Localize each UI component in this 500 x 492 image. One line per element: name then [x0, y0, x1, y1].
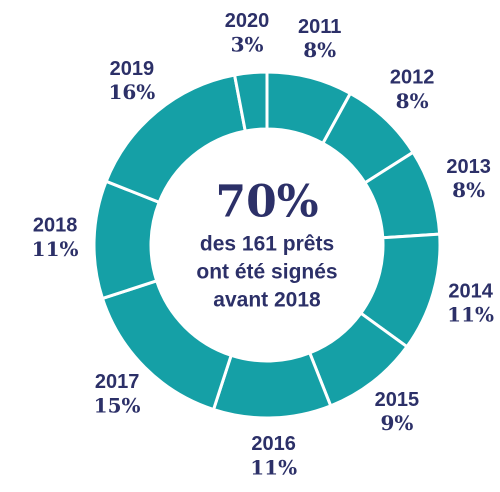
segment-year: 2011: [298, 16, 341, 38]
segment-year: 2019: [110, 58, 155, 80]
segment-year: 2016: [251, 433, 296, 455]
segment-year: 2013: [446, 156, 491, 178]
segment-percent: 8%: [396, 89, 429, 113]
donut-segment: [232, 70, 269, 133]
segment-year: 2017: [95, 371, 140, 393]
segment-year: 2020: [225, 10, 270, 32]
segment-percent: 8%: [303, 38, 336, 62]
center-text: ont été signés: [196, 261, 337, 284]
segment-percent: 11%: [250, 455, 297, 479]
donut-segment: [211, 350, 333, 420]
segment-percent: 8%: [452, 178, 485, 202]
center-text: avant 2018: [213, 289, 321, 312]
segment-percent: 11%: [32, 237, 79, 261]
segment-percent: 3%: [231, 32, 264, 56]
segment-percent: 15%: [94, 393, 141, 417]
center-title: 70%: [215, 177, 318, 228]
segment-year: 2018: [33, 215, 78, 237]
segment-percent: 9%: [380, 411, 413, 435]
segment-year: 2015: [375, 389, 420, 411]
segment-year: 2012: [390, 67, 435, 89]
center-text: des 161 prêts: [200, 233, 334, 256]
segment-percent: 16%: [108, 80, 155, 104]
segment-year: 2014: [448, 280, 493, 302]
segment-percent: 11%: [447, 303, 494, 327]
